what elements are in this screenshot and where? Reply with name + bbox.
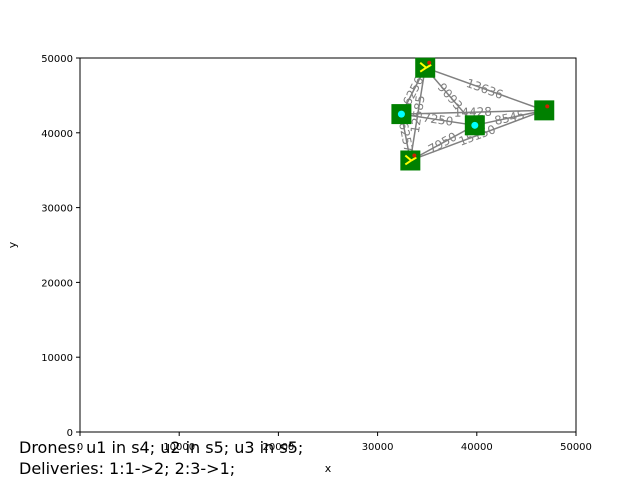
edge-distance-label: 6257 <box>396 121 416 154</box>
nodes <box>391 57 555 171</box>
y-tick-label: 0 <box>67 428 73 439</box>
drone-icon <box>404 154 412 162</box>
x-axis-label: x <box>325 462 332 475</box>
drone-icon <box>425 63 432 69</box>
plot-frame <box>79 57 577 433</box>
y-tick-label: 20000 <box>41 278 73 289</box>
route-edge <box>410 109 545 162</box>
package-dot <box>427 60 432 65</box>
drone-icon <box>404 159 412 166</box>
station-dot <box>397 110 405 118</box>
x-tick-label: 30000 <box>362 442 394 453</box>
drone-icon <box>419 61 427 69</box>
y-tick-label: 50000 <box>41 54 73 65</box>
x-tick-label: 50000 <box>560 442 592 453</box>
edge-distance-label: 7950 <box>426 129 460 156</box>
route-edge <box>424 67 545 112</box>
y-tick-label: 40000 <box>41 129 73 140</box>
edge-distance-label: 13636 <box>464 76 505 102</box>
x-tick-label: 10000 <box>163 442 195 453</box>
y-tick-label: 30000 <box>41 204 73 215</box>
route-edge <box>401 113 475 127</box>
y-tick-label: 10000 <box>41 353 73 364</box>
axes: xy <box>6 57 577 475</box>
edge-distance-label: 12585 <box>408 94 428 134</box>
y-axis-label: y <box>6 241 19 248</box>
x-tick-label: 40000 <box>461 442 493 453</box>
package-dot <box>545 104 550 109</box>
edge-distance-label: 8545 <box>493 108 526 128</box>
drone-icon <box>410 156 417 162</box>
x-tick-label: 20000 <box>262 442 294 453</box>
caption-deliveries: Deliveries: 1:1->2; 2:3->1; <box>19 459 236 478</box>
route-edge <box>474 109 545 127</box>
x-tick-label: 0 <box>77 442 83 453</box>
station-dot <box>471 121 479 129</box>
route-edge <box>409 124 476 162</box>
caption-drones: Drones: u1 in s4; u2 in s5; u3 in s5; <box>19 438 304 457</box>
tick-labels: 0 10000 20000 30000 40000 50000 0 10000 20000 300… <box>41 54 592 453</box>
node-marker <box>534 100 555 121</box>
drone-icon <box>419 66 427 73</box>
edge-distance-label: 7250 <box>422 110 454 128</box>
package-dot <box>412 153 417 158</box>
route-edge <box>401 109 545 115</box>
